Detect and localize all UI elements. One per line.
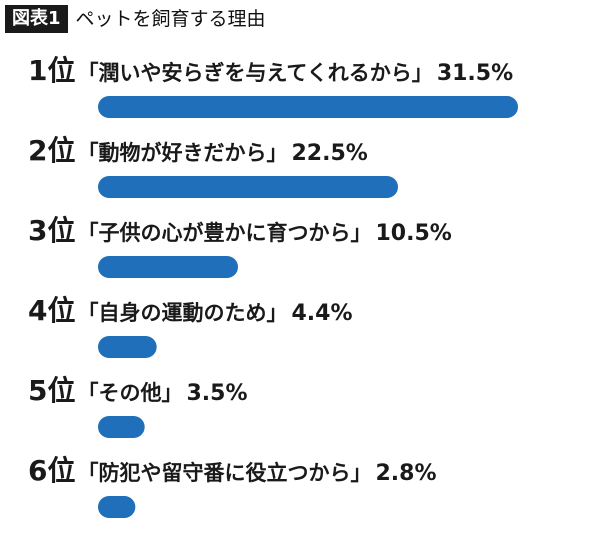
bar [98, 176, 398, 198]
chart-title: ペットを飼育する理由 [75, 8, 266, 30]
bar [98, 496, 136, 518]
rank-label: 6位 [28, 454, 75, 487]
value-label: 4.4% [291, 301, 352, 326]
rank-label: 5位 [28, 374, 75, 407]
row-label: 6位「防犯や留守番に役立つから」 2.8% [28, 454, 437, 487]
category-label: 「防犯や留守番に役立つから」 [77, 461, 371, 485]
category-label: 「その他」 [77, 381, 182, 405]
category-label: 「自身の運動のため」 [77, 301, 287, 325]
value-label: 22.5% [291, 141, 367, 166]
figure-tag: 図表1 [5, 5, 68, 33]
chart-row: 1位「潤いや安らぎを与えてくれるから」 31.5% [28, 54, 518, 118]
rank-label: 3位 [28, 214, 75, 247]
bar [98, 96, 518, 118]
category-label: 「動物が好きだから」 [77, 141, 287, 165]
row-label: 2位「動物が好きだから」 22.5% [28, 134, 368, 167]
value-label: 2.8% [375, 461, 436, 486]
row-label: 1位「潤いや安らぎを与えてくれるから」 31.5% [28, 54, 513, 87]
row-label: 3位「子供の心が豊かに育つから」 10.5% [28, 214, 452, 247]
rank-label: 4位 [28, 294, 75, 327]
chart-row: 4位「自身の運動のため」 4.4% [28, 294, 353, 358]
chart-row: 5位「その他」 3.5% [28, 374, 248, 438]
bar [98, 416, 145, 438]
value-label: 31.5% [437, 61, 513, 86]
category-label: 「潤いや安らぎを与えてくれるから」 [77, 61, 432, 85]
chart-row: 2位「動物が好きだから」 22.5% [28, 134, 398, 198]
rank-label: 2位 [28, 134, 75, 167]
bar [98, 336, 157, 358]
rank-label: 1位 [28, 54, 75, 87]
chart-row: 3位「子供の心が豊かに育つから」 10.5% [28, 214, 452, 278]
chart-header: 図表1 ペットを飼育する理由 [5, 4, 266, 34]
row-label: 4位「自身の運動のため」 4.4% [28, 294, 353, 327]
row-label: 5位「その他」 3.5% [28, 374, 248, 407]
value-label: 10.5% [375, 221, 451, 246]
category-label: 「子供の心が豊かに育つから」 [77, 221, 371, 245]
value-label: 3.5% [186, 381, 247, 406]
chart-row: 6位「防犯や留守番に役立つから」 2.8% [28, 454, 437, 518]
bar [98, 256, 238, 278]
